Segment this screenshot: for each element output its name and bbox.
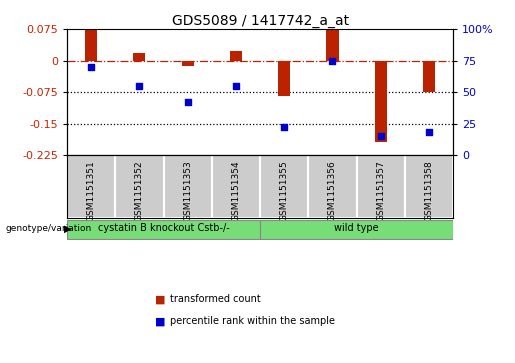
Bar <box>327 30 338 61</box>
Point <box>376 133 385 139</box>
FancyBboxPatch shape <box>67 155 115 218</box>
FancyBboxPatch shape <box>212 155 260 218</box>
Point <box>87 64 95 70</box>
FancyBboxPatch shape <box>260 155 308 218</box>
Point <box>183 99 192 105</box>
FancyBboxPatch shape <box>405 155 453 218</box>
Bar <box>133 53 145 61</box>
Text: genotype/variation: genotype/variation <box>5 224 91 233</box>
Text: GSM1151357: GSM1151357 <box>376 160 385 221</box>
Text: ■: ■ <box>154 316 165 326</box>
FancyBboxPatch shape <box>115 155 163 218</box>
Text: GSM1151356: GSM1151356 <box>328 160 337 221</box>
Bar <box>230 51 242 61</box>
Text: wild type: wild type <box>334 224 379 233</box>
FancyBboxPatch shape <box>260 220 453 238</box>
Bar <box>85 30 97 61</box>
Text: GSM1151351: GSM1151351 <box>87 160 96 221</box>
Point <box>425 130 433 135</box>
Text: GSM1151358: GSM1151358 <box>424 160 434 221</box>
FancyBboxPatch shape <box>163 155 212 218</box>
Text: GSM1151354: GSM1151354 <box>231 160 241 221</box>
Point <box>135 83 144 89</box>
Title: GDS5089 / 1417742_a_at: GDS5089 / 1417742_a_at <box>171 14 349 28</box>
Point <box>329 58 337 64</box>
FancyBboxPatch shape <box>356 155 405 218</box>
FancyBboxPatch shape <box>308 155 356 218</box>
Bar <box>375 61 387 142</box>
Text: GSM1151355: GSM1151355 <box>280 160 289 221</box>
Point <box>232 83 240 89</box>
Bar <box>423 61 435 92</box>
Text: ■: ■ <box>154 294 165 305</box>
Text: GSM1151353: GSM1151353 <box>183 160 192 221</box>
Bar <box>278 61 290 96</box>
Text: ▶: ▶ <box>64 224 72 234</box>
Text: percentile rank within the sample: percentile rank within the sample <box>170 316 335 326</box>
Point <box>280 125 288 130</box>
Text: transformed count: transformed count <box>170 294 261 305</box>
Text: GSM1151352: GSM1151352 <box>135 160 144 221</box>
Bar <box>182 61 194 66</box>
FancyBboxPatch shape <box>67 220 260 238</box>
Text: cystatin B knockout Cstb-/-: cystatin B knockout Cstb-/- <box>98 224 229 233</box>
